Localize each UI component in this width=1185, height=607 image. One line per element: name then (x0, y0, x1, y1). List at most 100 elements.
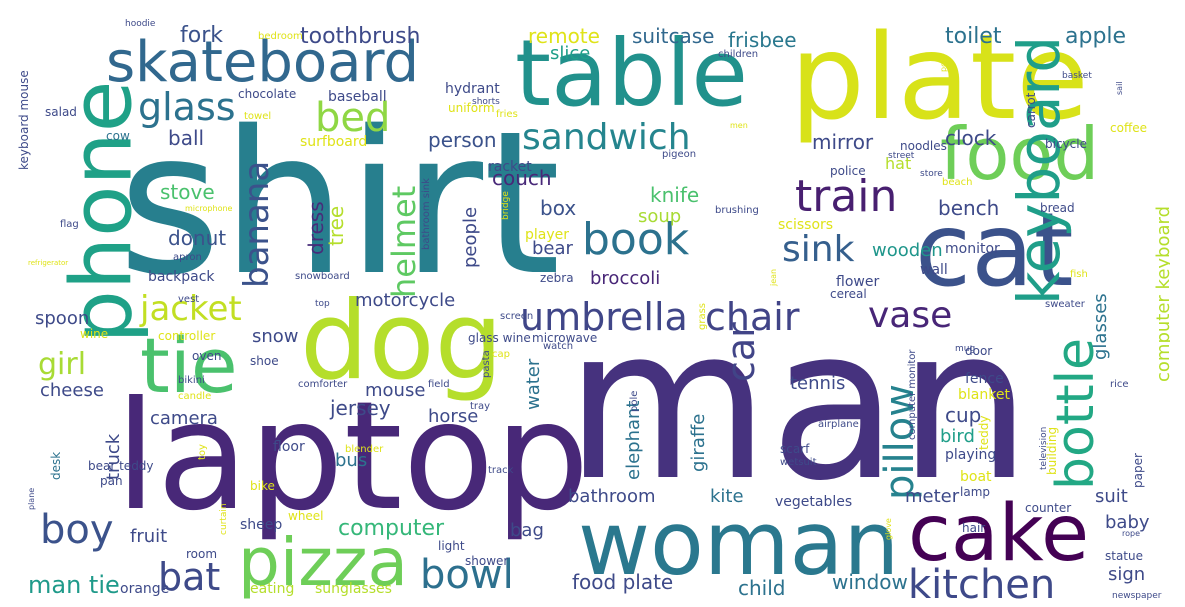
word: oven (192, 349, 222, 363)
word: bikini (178, 375, 205, 386)
word: vase (868, 295, 953, 336)
word: skateboard (106, 30, 420, 95)
word: bike (250, 479, 275, 493)
word: cereal (830, 287, 867, 301)
word: sail (1115, 81, 1124, 95)
word: bench (938, 196, 1000, 220)
word: shower (465, 554, 509, 568)
word: basket (1062, 71, 1092, 81)
word: statue (1105, 549, 1144, 563)
word: window (832, 570, 908, 594)
word: zebra (540, 271, 574, 285)
word: orange (120, 581, 170, 597)
word: wall (920, 262, 948, 278)
word: motorcycle (355, 290, 456, 311)
word: sheep (240, 517, 283, 533)
word: glasses (1090, 293, 1111, 360)
word: racket (488, 159, 532, 175)
word: hoodie (125, 19, 156, 29)
word: jacket (140, 289, 242, 329)
word: rice (1110, 379, 1129, 390)
word: bathroom (568, 486, 656, 507)
word: keyboard (1005, 35, 1073, 305)
word: pizza (238, 524, 408, 600)
word: meter (905, 486, 960, 507)
word: candle (178, 391, 212, 402)
word: car (719, 322, 763, 382)
word: apple (1065, 24, 1127, 49)
word: glass (138, 85, 236, 129)
word: newspaper (1112, 591, 1162, 601)
word: microwave (532, 331, 598, 345)
word: banana (237, 160, 277, 288)
word: paper (1131, 453, 1145, 488)
word: cup (945, 403, 982, 427)
word: frisbee (728, 28, 797, 52)
word: child (738, 576, 786, 600)
word: umbrella (520, 295, 688, 339)
word: wetsuit (780, 457, 817, 468)
word: laptop (115, 370, 590, 544)
word: curtain (219, 503, 229, 535)
word: noodles (900, 139, 947, 153)
word: boat (960, 469, 992, 485)
word: table (515, 20, 749, 127)
word: blanket (958, 387, 1010, 403)
word: giraffe (688, 413, 709, 472)
word: fork (180, 23, 223, 48)
word: kite (710, 486, 744, 507)
word: vest (178, 294, 200, 305)
word: pole (629, 390, 640, 412)
word: bedroom (258, 31, 303, 42)
word: tennis (790, 373, 846, 394)
word: bag (510, 520, 544, 541)
word: hair (962, 521, 986, 535)
word: bird (940, 426, 975, 447)
word: mirror (812, 130, 874, 154)
word: fence (965, 371, 1004, 387)
word: playing (945, 447, 997, 463)
word: counter (1025, 501, 1072, 515)
word: brushing (715, 205, 759, 216)
word: lamp (960, 485, 990, 499)
word: jersey (330, 396, 391, 420)
word: pot (939, 58, 948, 72)
word: spoon (35, 308, 90, 329)
word: sign (1108, 564, 1146, 585)
word: flower (836, 274, 880, 290)
word: man (565, 282, 1032, 527)
word: tree (324, 205, 348, 246)
word: controller (158, 329, 216, 343)
word: camera (150, 408, 218, 429)
word: rope (1122, 529, 1141, 538)
word: glove (884, 518, 893, 540)
word: door (965, 344, 993, 358)
word: salad (45, 105, 77, 119)
word: fruit (130, 526, 168, 547)
word: box (540, 196, 577, 220)
word: sweater (1045, 299, 1085, 310)
word: pasta (481, 350, 492, 378)
word: soup (638, 206, 682, 227)
word: plate (790, 10, 1089, 146)
word: player (525, 227, 570, 243)
word: remote (528, 24, 600, 48)
word: backpack (148, 269, 215, 285)
word: food plate (572, 570, 674, 594)
word: wheel (288, 509, 324, 523)
word: couch (492, 166, 552, 190)
word: book (582, 214, 690, 265)
word: surfboard (300, 134, 368, 150)
word: screen (500, 311, 534, 322)
word: sink (782, 229, 855, 270)
word: track (488, 465, 514, 476)
word: top (315, 299, 330, 309)
word: bat (158, 555, 221, 599)
word: bus (335, 450, 368, 471)
word: flag (60, 219, 79, 230)
word: bathroom sink (421, 178, 432, 250)
word: coffee (1110, 121, 1147, 135)
word: shirt (118, 88, 561, 319)
word: snowboard (295, 271, 350, 282)
word: watch (543, 341, 574, 352)
